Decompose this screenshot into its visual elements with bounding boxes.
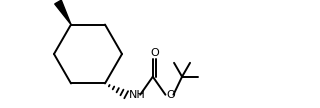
Polygon shape	[55, 0, 71, 25]
Text: O: O	[150, 48, 159, 58]
Text: O: O	[166, 90, 175, 100]
Text: NH: NH	[129, 90, 146, 100]
